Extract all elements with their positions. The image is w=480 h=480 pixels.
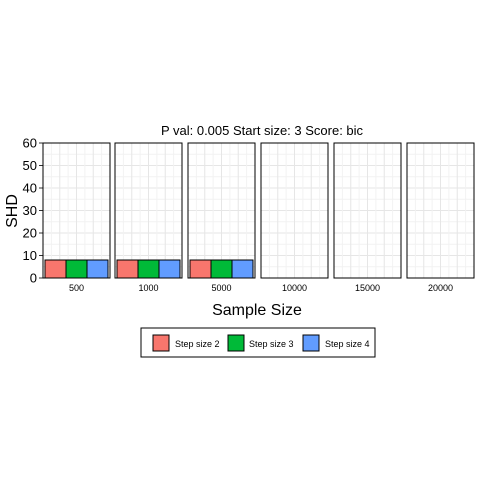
y-axis-title: SHD bbox=[4, 194, 21, 228]
y-tick-label: 60 bbox=[23, 136, 37, 151]
bar bbox=[210, 259, 233, 279]
bar bbox=[137, 259, 160, 279]
bar bbox=[44, 259, 67, 279]
facet-label: 15000 bbox=[355, 283, 380, 293]
panel-border bbox=[333, 142, 402, 279]
facet-panel: 5000 bbox=[187, 142, 256, 293]
y-tick-label: 30 bbox=[23, 203, 37, 218]
facet-panel: 1000 bbox=[114, 142, 183, 293]
facet-label: 20000 bbox=[428, 283, 453, 293]
bar bbox=[189, 259, 212, 279]
y-tick-label: 20 bbox=[23, 226, 37, 241]
chart-title: P val: 0.005 Start size: 3 Score: bic bbox=[161, 123, 364, 138]
y-tick-label: 0 bbox=[30, 271, 37, 286]
facet-panel: 10000 bbox=[260, 142, 329, 293]
y-tick-label: 10 bbox=[23, 248, 37, 263]
y-tick-label: 50 bbox=[23, 158, 37, 173]
facet-label: 1000 bbox=[138, 283, 158, 293]
bar bbox=[231, 259, 254, 279]
legend: Step size 2 Step size 3 Step size 4 bbox=[140, 327, 376, 358]
facet-panel: 500 bbox=[42, 142, 111, 293]
panel-border bbox=[187, 142, 256, 279]
legend-key bbox=[152, 334, 170, 352]
legend-label: Step size 3 bbox=[249, 339, 294, 349]
facet-panel: 20000 bbox=[406, 142, 475, 293]
facet-label: 5000 bbox=[211, 283, 231, 293]
bar bbox=[86, 259, 109, 279]
legend-key bbox=[227, 334, 245, 352]
x-axis-title: Sample Size bbox=[212, 302, 302, 319]
y-tick-label: 40 bbox=[23, 181, 37, 196]
panel-border bbox=[42, 142, 111, 279]
facet-panels: 500 1000 5000 10000 15000 20000 bbox=[42, 142, 475, 293]
panel-border bbox=[406, 142, 475, 279]
y-axis: 0 10 20 30 40 50 60 bbox=[23, 136, 43, 286]
panel-border bbox=[114, 142, 183, 279]
facet-panel: 15000 bbox=[333, 142, 402, 293]
legend-box bbox=[140, 327, 376, 358]
bar bbox=[65, 259, 88, 279]
bar bbox=[116, 259, 139, 279]
panel-border bbox=[260, 142, 329, 279]
facet-label: 500 bbox=[69, 283, 84, 293]
legend-label: Step size 2 bbox=[175, 339, 220, 349]
facet-label: 10000 bbox=[282, 283, 307, 293]
bar bbox=[158, 259, 181, 279]
legend-key bbox=[302, 334, 320, 352]
legend-label: Step size 4 bbox=[325, 339, 370, 349]
